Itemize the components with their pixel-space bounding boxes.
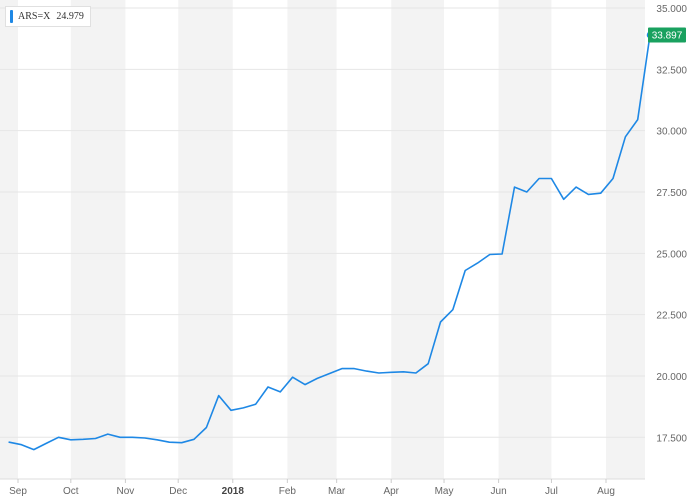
y-tick-label: 25.000 <box>656 249 687 260</box>
x-tick-label: Nov <box>116 486 134 497</box>
y-tick-label: 22.500 <box>656 311 687 322</box>
month-band <box>178 0 233 479</box>
month-band <box>0 0 18 479</box>
series-line-ars <box>8 34 651 451</box>
y-tick-label: 20.000 <box>656 372 687 383</box>
month-bands <box>0 0 645 479</box>
y-tick-label: 35.000 <box>656 4 687 15</box>
legend-value: 24.979 <box>56 11 84 22</box>
y-tick-label: 27.500 <box>656 188 687 199</box>
x-tick-label: Jul <box>545 486 558 497</box>
x-tick-label: Apr <box>383 486 399 497</box>
month-band <box>287 0 337 479</box>
x-tick-label: 2018 <box>222 486 245 497</box>
y-tick-label: 17.500 <box>656 433 687 444</box>
gridlines <box>0 7 645 438</box>
x-tick-label: May <box>435 486 454 497</box>
x-tick-label: Dec <box>169 486 187 497</box>
last-price-label: 33.897 <box>652 30 683 41</box>
legend-symbol: ARS=X <box>18 11 51 22</box>
x-tick-label: Oct <box>63 486 79 497</box>
month-band <box>70 0 126 479</box>
x-axis: Sep Oct Nov Dec 2018 Feb Mar Apr May Jun Jul Aug <box>0 478 645 497</box>
x-tick-label: Jun <box>491 486 507 497</box>
month-band <box>391 0 445 479</box>
series-color-swatch <box>10 10 13 23</box>
legend[interactable]: ARS=X 24.979 <box>5 6 91 27</box>
month-band <box>606 0 645 479</box>
x-tick-label: Mar <box>328 486 346 497</box>
month-band <box>498 0 552 479</box>
x-tick-label: Feb <box>279 486 297 497</box>
y-tick-label: 30.000 <box>656 127 687 138</box>
y-tick-label: 32.500 <box>656 65 687 76</box>
x-tick-label: Sep <box>9 486 27 497</box>
y-axis: 35.000 32.500 30.000 27.500 25.000 22.500 20.0… <box>656 4 687 444</box>
x-tick-label: Aug <box>597 486 615 497</box>
last-price-badge: 33.897 <box>648 27 686 43</box>
